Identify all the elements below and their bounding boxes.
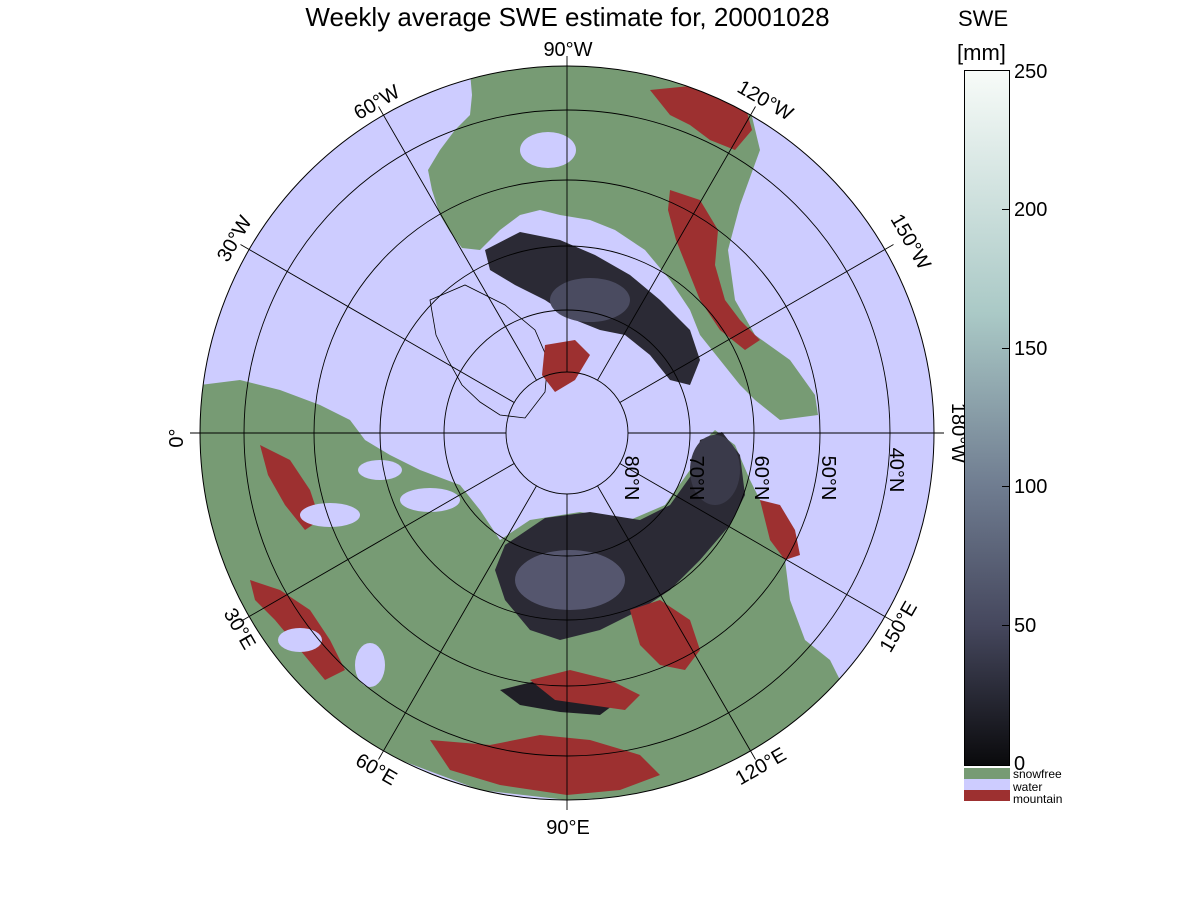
mountain-east-siberia [630,600,700,670]
globe-outline [199,65,935,801]
meridian-line [619,463,894,622]
colorbar-tick-50: 50 [1014,615,1037,637]
water-white-sea [358,460,402,480]
graticule [190,56,944,810]
colorbar-title-unit: [mm] [957,40,1006,65]
water-black-sea [278,628,322,652]
colorbar-tickmark [1002,348,1010,349]
page-title: Weekly average SWE estimate for, 2000102… [305,2,830,32]
meridian-line [240,463,515,622]
legend-swatch-mountain [964,790,1010,801]
lon-label-90e: 90°E [546,817,590,839]
colorbar-tick-250: 250 [1014,61,1048,83]
snow-arctic-canada-mid [550,278,630,322]
legend-label-snowfree: snowfree [1013,767,1062,781]
water-kara-bay [400,488,460,512]
water-hudson-bay [520,132,576,168]
mountain-central-asia [530,670,640,710]
lat-label-70n: 70°N [685,456,707,501]
lat-label-50n: 50°N [817,456,839,501]
colorbar-title-swe: SWE [958,6,1009,31]
meridian-line [378,106,537,381]
lat-label-80n: 80°N [620,456,642,501]
lat-label-40n: 40°N [885,448,907,493]
lon-label-180w: 180°W [947,403,969,463]
mountain-greenland-north [542,340,590,392]
meridian-line [619,244,894,403]
legend-label-water: water [1013,780,1043,794]
colorbar [964,70,1010,766]
mountain-rockies [668,190,760,350]
meridian-line [240,244,515,403]
colorbar-tickmark [1002,209,1010,210]
legend-label-mountain: mountain [1013,792,1063,806]
mountain-himalaya [430,735,660,795]
meridian-line [597,106,756,381]
water-baltic [300,503,360,527]
colorbar-tickmark [1002,486,1010,487]
meridian-line [597,485,756,760]
snow-siberia-east [690,435,740,505]
lon-label-0: 0° [166,428,188,447]
lon-label-90w: 90°W [543,39,592,61]
meridian-line [378,485,537,760]
colorbar-tickmark [1002,625,1010,626]
legend-swatch-snowfree [964,768,1010,779]
colorbar-tick-200: 200 [1014,199,1048,221]
snow-siberia-deep [515,550,625,610]
water-caspian [355,643,385,687]
colorbar-tick-0: 0 [1014,753,1026,775]
colorbar-tick-100: 100 [1014,476,1048,498]
lat-label-60n: 60°N [750,456,772,501]
landmass-greenland [429,284,549,419]
mountain-kamchatka [760,500,800,560]
legend-swatch-water [964,779,1010,790]
colorbar-tick-150: 150 [1014,338,1048,360]
